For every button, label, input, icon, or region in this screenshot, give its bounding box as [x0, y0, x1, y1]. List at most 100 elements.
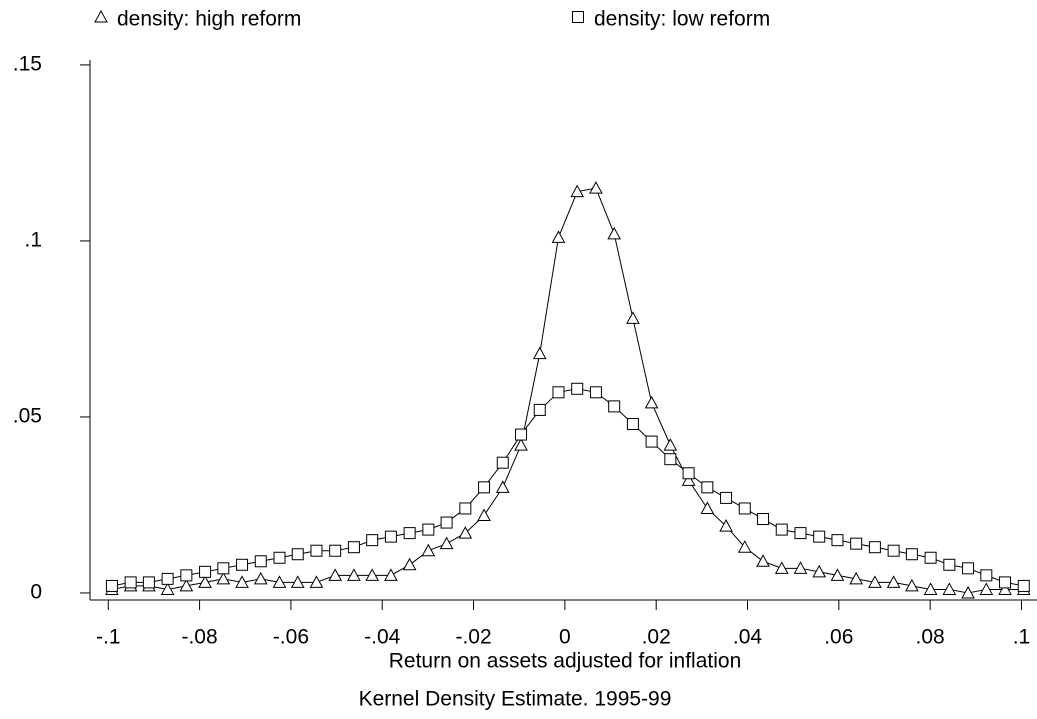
triangle-marker	[384, 568, 398, 581]
square-marker	[403, 527, 416, 540]
square-marker	[142, 576, 155, 589]
square-marker	[478, 481, 491, 494]
triangle-marker	[532, 346, 547, 360]
triangle-marker	[681, 473, 696, 486]
x-tick-label: -.04	[364, 626, 401, 649]
square-marker	[273, 551, 286, 564]
x-tick-label: .1	[1013, 626, 1031, 649]
x-tick-label: .04	[733, 626, 763, 649]
square-marker	[236, 558, 249, 571]
triangle-marker	[719, 519, 733, 532]
square-marker	[682, 467, 695, 480]
x-tick-label: -.08	[181, 626, 217, 649]
legend-label: density: low reform	[594, 8, 770, 31]
square-marker	[905, 548, 918, 561]
triangle-marker	[439, 536, 454, 550]
y-tick-label: .1	[24, 228, 42, 251]
triangle-marker	[905, 578, 919, 592]
y-tick-label: .15	[13, 52, 42, 75]
square-marker	[180, 569, 193, 582]
triangle-marker	[812, 564, 827, 578]
square-marker	[664, 453, 677, 466]
square-marker	[645, 435, 658, 448]
square-marker	[626, 417, 639, 430]
square-marker	[589, 386, 602, 399]
triangle-marker	[756, 554, 770, 567]
triangle-marker	[607, 226, 622, 240]
square-marker	[887, 544, 900, 557]
triangle-marker	[290, 575, 305, 588]
square-marker	[440, 516, 453, 529]
square-marker	[980, 569, 993, 582]
triangle-marker	[737, 540, 752, 553]
triangle-marker	[998, 582, 1012, 595]
series-line	[111, 388, 1024, 587]
x-tick-label: .08	[916, 626, 945, 649]
triangle-marker	[235, 575, 249, 588]
x-tick-label: .02	[642, 626, 671, 649]
x-tick-label: -.02	[455, 626, 491, 649]
y-tick-label: 0	[30, 581, 42, 604]
triangle-marker	[272, 575, 287, 588]
square-marker	[422, 523, 435, 536]
triangle-marker	[830, 568, 845, 581]
y-tick-label: .05	[13, 404, 42, 427]
triangle-marker	[886, 575, 901, 588]
square-marker	[831, 534, 844, 547]
triangle-marker	[495, 480, 510, 493]
square-marker	[496, 456, 509, 469]
square-marker	[738, 502, 751, 515]
square-marker	[254, 555, 267, 568]
square-marker	[366, 534, 379, 547]
triangle-marker	[979, 582, 994, 595]
square-marker	[1017, 579, 1030, 592]
triangle-marker	[644, 395, 659, 409]
square-marker	[347, 541, 360, 554]
square-marker	[868, 541, 881, 554]
triangle-marker	[477, 508, 491, 522]
triangle-marker	[365, 568, 380, 581]
square-marker	[384, 530, 397, 543]
square-marker	[199, 565, 212, 578]
triangle-marker	[774, 561, 789, 574]
triangle-marker	[458, 526, 473, 539]
x-tick-label: 0	[559, 626, 571, 649]
square-marker	[217, 562, 230, 575]
triangle-marker	[793, 561, 808, 574]
square-marker	[329, 544, 342, 557]
triangle-marker	[253, 571, 268, 585]
square-marker	[571, 382, 584, 395]
square-marker	[850, 537, 863, 550]
x-tick-label: -.06	[273, 626, 309, 649]
square-marker	[515, 428, 528, 441]
square-marker	[459, 502, 472, 515]
square-marker	[533, 403, 546, 416]
square-marker	[775, 523, 788, 536]
triangle-marker	[849, 571, 864, 585]
x-tick-label: .06	[824, 626, 853, 649]
x-tick-label: -.1	[96, 626, 121, 649]
triangle-marker	[402, 557, 417, 571]
square-marker	[124, 576, 137, 589]
square-marker	[943, 558, 956, 571]
square-marker	[999, 576, 1012, 589]
triangle-marker	[589, 181, 603, 194]
triangle-marker	[94, 9, 108, 23]
square-marker	[813, 530, 826, 543]
square-marker	[608, 400, 621, 413]
square-marker	[105, 579, 118, 592]
square-marker	[310, 544, 323, 557]
square-marker	[720, 491, 733, 504]
triangle-marker	[700, 501, 715, 514]
triangle-marker	[868, 575, 882, 588]
triangle-marker	[347, 568, 361, 581]
triangle-marker	[421, 543, 436, 557]
square-marker	[291, 548, 304, 561]
square-marker	[161, 572, 174, 585]
square-marker	[962, 562, 975, 575]
triangle-marker	[942, 582, 957, 595]
triangle-marker	[551, 230, 566, 243]
caption: Kernel Density Estimate. 1995-99	[359, 688, 672, 711]
legend-label: density: high reform	[117, 8, 301, 31]
